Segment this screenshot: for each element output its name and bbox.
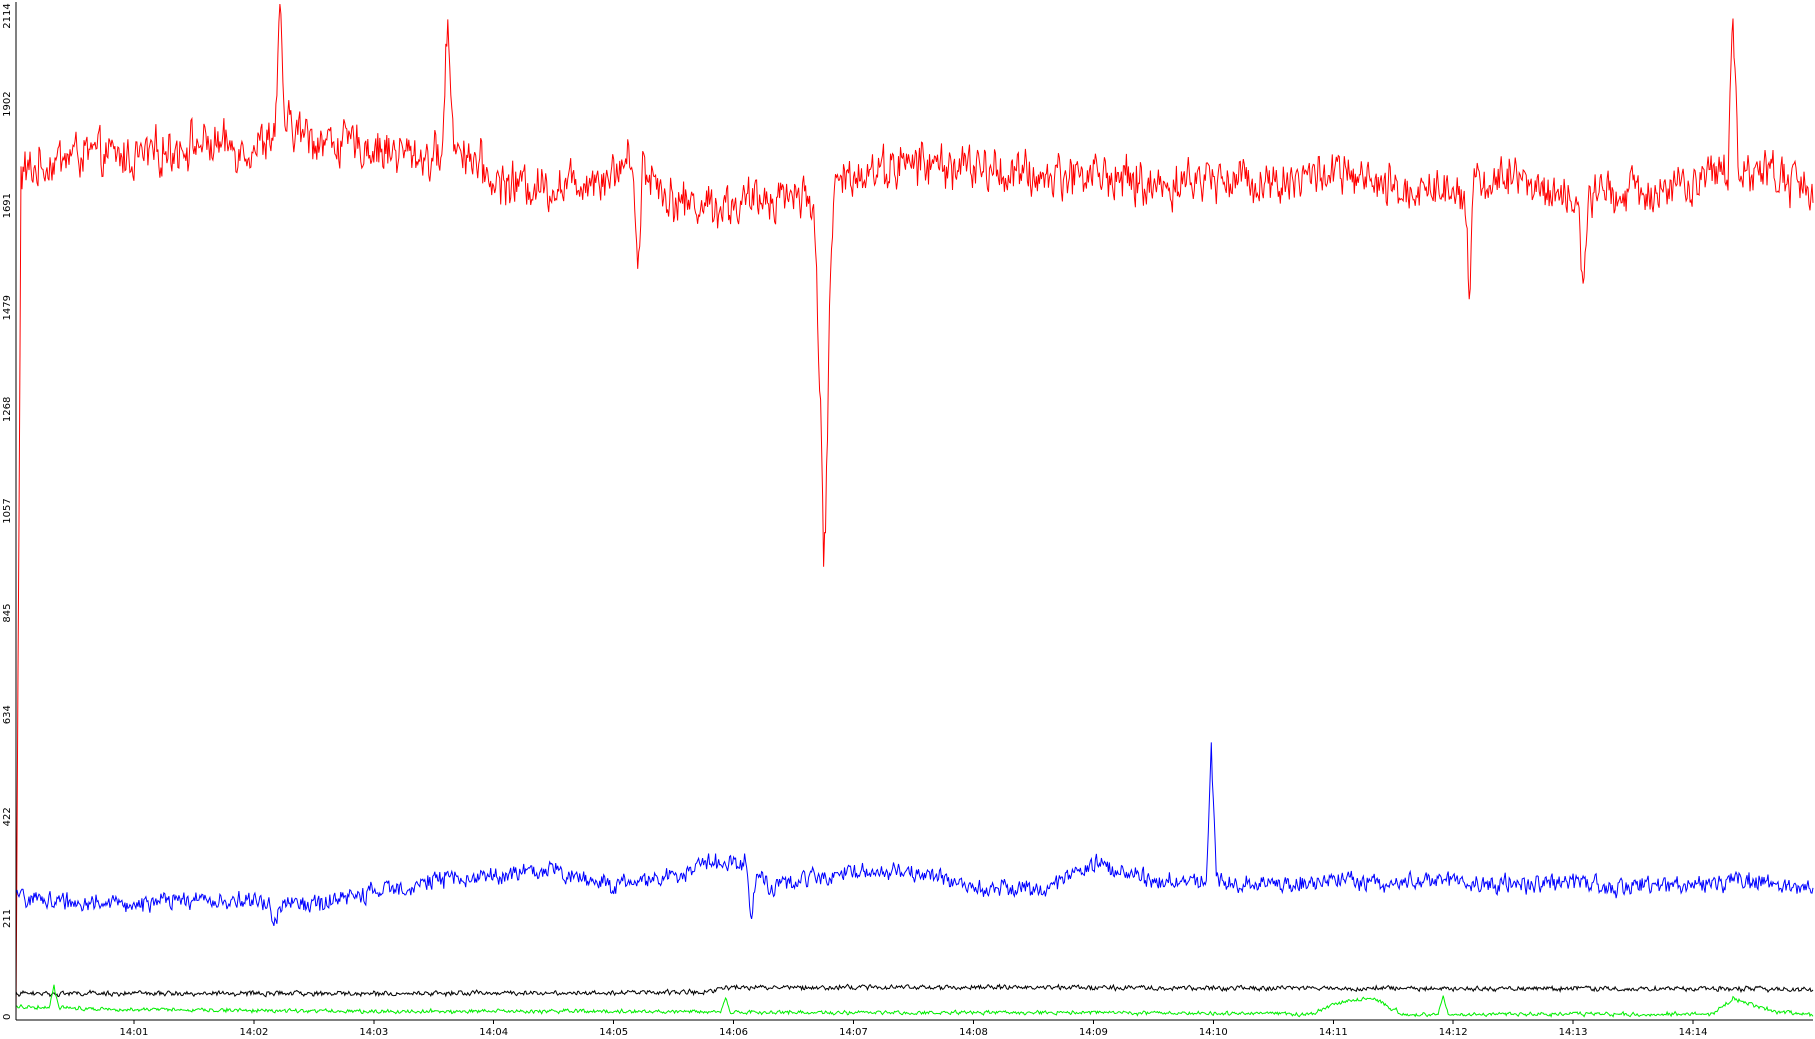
- x-tick-label: 14:09: [1079, 1027, 1108, 1038]
- y-tick-label: 1691: [2, 193, 13, 218]
- x-tick-label: 14:03: [359, 1027, 388, 1038]
- x-tick-label: 14:14: [1679, 1027, 1708, 1038]
- x-tick-label: 14:04: [479, 1027, 508, 1038]
- y-tick-label: 211: [2, 909, 13, 928]
- series-line-2: [15, 983, 1814, 998]
- x-tick-label: 14:07: [839, 1027, 868, 1038]
- y-tick-label: 1057: [2, 498, 13, 523]
- y-tick-label: 1902: [2, 91, 13, 116]
- x-tick-label: 14:13: [1559, 1027, 1588, 1038]
- y-tick-label: 2114: [2, 3, 13, 28]
- x-tick-labels: 14:01 14:02 14:03 14:04 14:05 14:06 14:07 14:08…: [119, 1020, 1708, 1038]
- series-line-0: [15, 3, 1814, 1018]
- series-line-1: [15, 742, 1814, 927]
- x-tick-label: 14:06: [719, 1027, 748, 1038]
- series-line-3: [15, 984, 1814, 1018]
- y-tick-label: 422: [2, 807, 13, 826]
- x-tick-label: 14:10: [1199, 1027, 1228, 1038]
- y-tick-label: 0: [2, 1014, 13, 1020]
- y-tick-label: 1479: [2, 295, 13, 320]
- x-tick-label: 14:02: [239, 1027, 268, 1038]
- x-tick-label: 14:01: [119, 1027, 148, 1038]
- x-tick-label: 14:08: [959, 1027, 988, 1038]
- y-tick-label: 845: [2, 604, 13, 623]
- series-layer: [15, 3, 1814, 1018]
- x-tick-label: 14:11: [1319, 1027, 1348, 1038]
- y-tick-label: 634: [2, 705, 13, 724]
- y-tick-labels: 0 211 422 634 845 1057 1268 1479 1691 1902 2114: [2, 3, 13, 1020]
- y-tick-label: 1268: [2, 397, 13, 422]
- x-tick-label: 14:05: [599, 1027, 628, 1038]
- x-tick-label: 14:12: [1439, 1027, 1468, 1038]
